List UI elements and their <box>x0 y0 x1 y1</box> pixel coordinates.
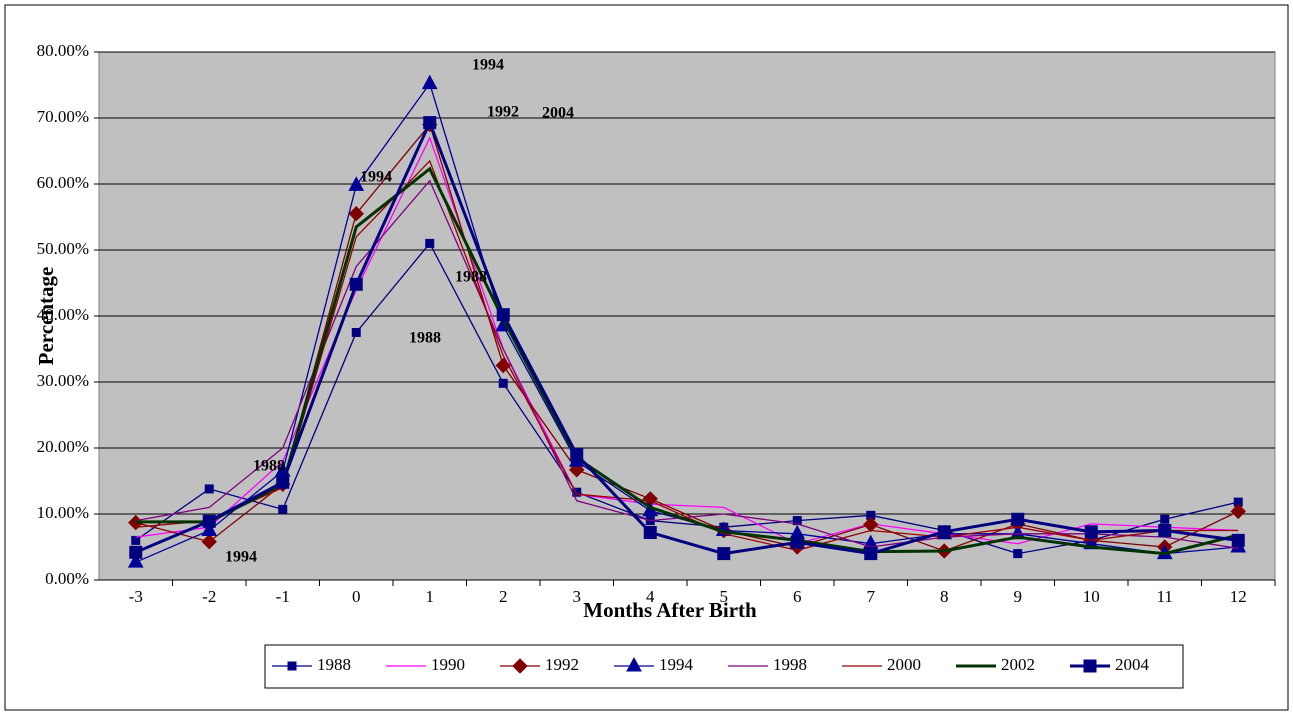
marker <box>643 525 657 539</box>
legend-label: 2000 <box>887 655 921 674</box>
x-tick-label: 3 <box>573 587 582 606</box>
marker <box>425 238 435 248</box>
x-tick-label: 10 <box>1083 587 1100 606</box>
y-tick-label: 50.00% <box>37 239 89 258</box>
marker <box>1158 524 1172 537</box>
marker <box>1009 524 1026 540</box>
annotation: 1988 <box>409 330 441 347</box>
marker <box>287 661 297 671</box>
marker <box>863 516 879 533</box>
x-tick-label: 4 <box>646 587 655 606</box>
marker <box>717 547 731 561</box>
x-axis-title: Months After Birth <box>583 598 757 622</box>
y-tick-label: 60.00% <box>37 173 89 192</box>
marker <box>1013 549 1023 559</box>
x-tick-label: 7 <box>867 587 876 606</box>
marker <box>127 553 144 568</box>
marker <box>1083 659 1097 673</box>
marker <box>496 308 510 322</box>
legend-label: 1998 <box>773 655 807 674</box>
y-tick-label: 80.00% <box>37 41 89 60</box>
y-axis-title: Percentage <box>34 267 58 366</box>
marker <box>423 116 437 130</box>
legend-label: 1990 <box>431 655 465 674</box>
marker <box>421 74 438 90</box>
marker <box>1230 503 1246 520</box>
y-tick-label: 20.00% <box>37 437 89 456</box>
y-tick-label: 40.00% <box>37 305 89 324</box>
marker <box>348 205 364 222</box>
marker <box>864 547 878 561</box>
legend-label: 1992 <box>545 655 579 674</box>
x-tick-label: 9 <box>1014 587 1023 606</box>
y-tick-label: 10.00% <box>37 503 89 522</box>
x-tick-label: 5 <box>720 587 729 606</box>
marker <box>1231 533 1245 547</box>
x-tick-label: 0 <box>352 587 361 606</box>
annotation: 1988 <box>455 269 487 286</box>
series-line <box>135 123 1239 552</box>
series-line <box>135 242 1239 555</box>
marker <box>276 475 290 489</box>
x-tick-label: -3 <box>129 587 143 606</box>
x-tick-label: 8 <box>940 587 949 606</box>
series-line <box>135 166 1239 556</box>
x-tick-label: 11 <box>1157 587 1173 606</box>
marker <box>498 378 508 388</box>
marker <box>131 535 141 545</box>
marker <box>792 516 802 526</box>
marker <box>202 514 216 528</box>
marker <box>626 656 642 672</box>
marker <box>570 448 584 462</box>
y-tick-label: 70.00% <box>37 107 89 126</box>
y-tick-label: 30.00% <box>37 371 89 390</box>
marker <box>1011 512 1025 526</box>
marker <box>512 658 528 674</box>
annotation: 1994 <box>472 57 504 74</box>
x-tick-label: 6 <box>793 587 802 606</box>
x-tick-label: 1 <box>426 587 435 606</box>
series-line <box>135 159 1239 551</box>
y-tick-label: 0.00% <box>45 569 89 588</box>
annotation: 2004 <box>542 105 574 122</box>
marker <box>790 535 804 549</box>
legend-label: 1988 <box>317 655 351 674</box>
x-tick-label: -1 <box>276 587 290 606</box>
legend-label: 2004 <box>1115 655 1150 674</box>
x-tick-label: 12 <box>1230 587 1247 606</box>
marker <box>201 534 217 550</box>
annotation: 1994 <box>360 169 392 186</box>
annotation: 1988 <box>253 458 285 475</box>
marker <box>278 504 288 514</box>
marker <box>351 328 361 337</box>
annotation: 1994 <box>225 549 257 566</box>
marker <box>201 521 218 536</box>
marker <box>349 277 363 291</box>
legend-label: 1994 <box>659 655 694 674</box>
x-tick-label: -2 <box>202 587 216 606</box>
marker <box>1084 525 1098 539</box>
x-tick-label: 2 <box>499 587 508 606</box>
legend-label: 2002 <box>1001 655 1035 674</box>
marker <box>348 176 365 191</box>
marker <box>937 525 951 539</box>
annotation: 1992 <box>487 104 519 121</box>
marker <box>204 484 214 494</box>
marker <box>1160 514 1170 524</box>
series-line <box>135 118 1239 556</box>
marker <box>129 545 143 559</box>
